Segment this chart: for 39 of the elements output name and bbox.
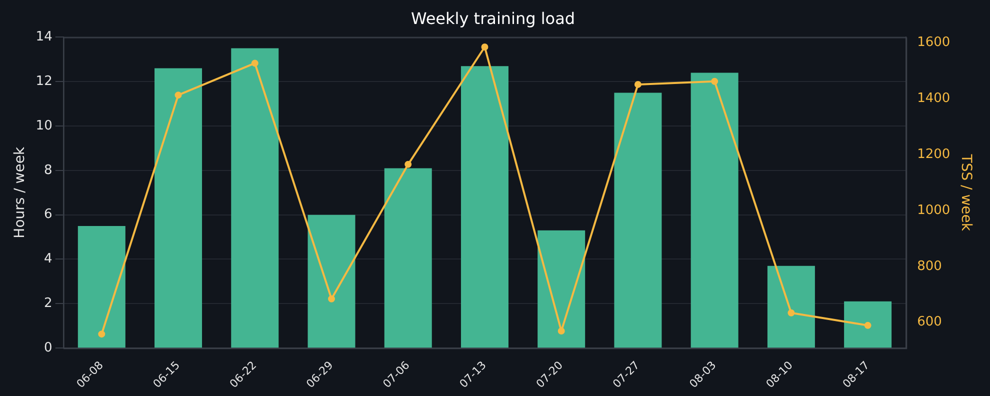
point	[98, 330, 106, 338]
y-tick-label: 6	[44, 207, 52, 222]
y-tick-label: 2	[44, 296, 52, 312]
point	[711, 78, 718, 85]
point	[404, 160, 412, 168]
y2-tick-label: 600	[917, 314, 942, 330]
y-tick-label: 12	[36, 74, 52, 89]
y-tick-label: 8	[44, 162, 52, 178]
y-axis-title: Hours / week	[12, 146, 28, 238]
y2-axis-title: TSS / week	[958, 153, 974, 232]
y2-tick-label: 1600	[917, 35, 950, 50]
bar	[844, 301, 892, 348]
point	[788, 309, 795, 316]
bar	[154, 68, 202, 348]
point	[174, 92, 182, 99]
point	[328, 295, 335, 302]
y-tick-label: 4	[44, 252, 52, 267]
y-tick-label: 10	[36, 118, 52, 134]
bar	[614, 92, 662, 348]
y-tick-label: 0	[44, 340, 52, 356]
point	[558, 328, 565, 335]
bar	[231, 48, 279, 348]
point	[634, 80, 642, 88]
bar	[78, 226, 126, 348]
point	[251, 60, 258, 67]
y-tick-label: 14	[36, 30, 52, 45]
point	[481, 43, 488, 50]
bar	[308, 214, 356, 348]
point	[864, 322, 872, 329]
y2-tick-label: 1000	[917, 202, 950, 218]
y2-tick-label: 800	[917, 258, 942, 274]
chart-title: Weekly training load	[410, 8, 576, 28]
bar	[767, 266, 815, 348]
y2-tick-label: 1200	[917, 146, 950, 162]
bar	[538, 230, 586, 348]
bar	[460, 66, 508, 348]
y2-tick-label: 1400	[917, 91, 950, 106]
bar	[690, 72, 738, 348]
bar	[384, 168, 432, 348]
